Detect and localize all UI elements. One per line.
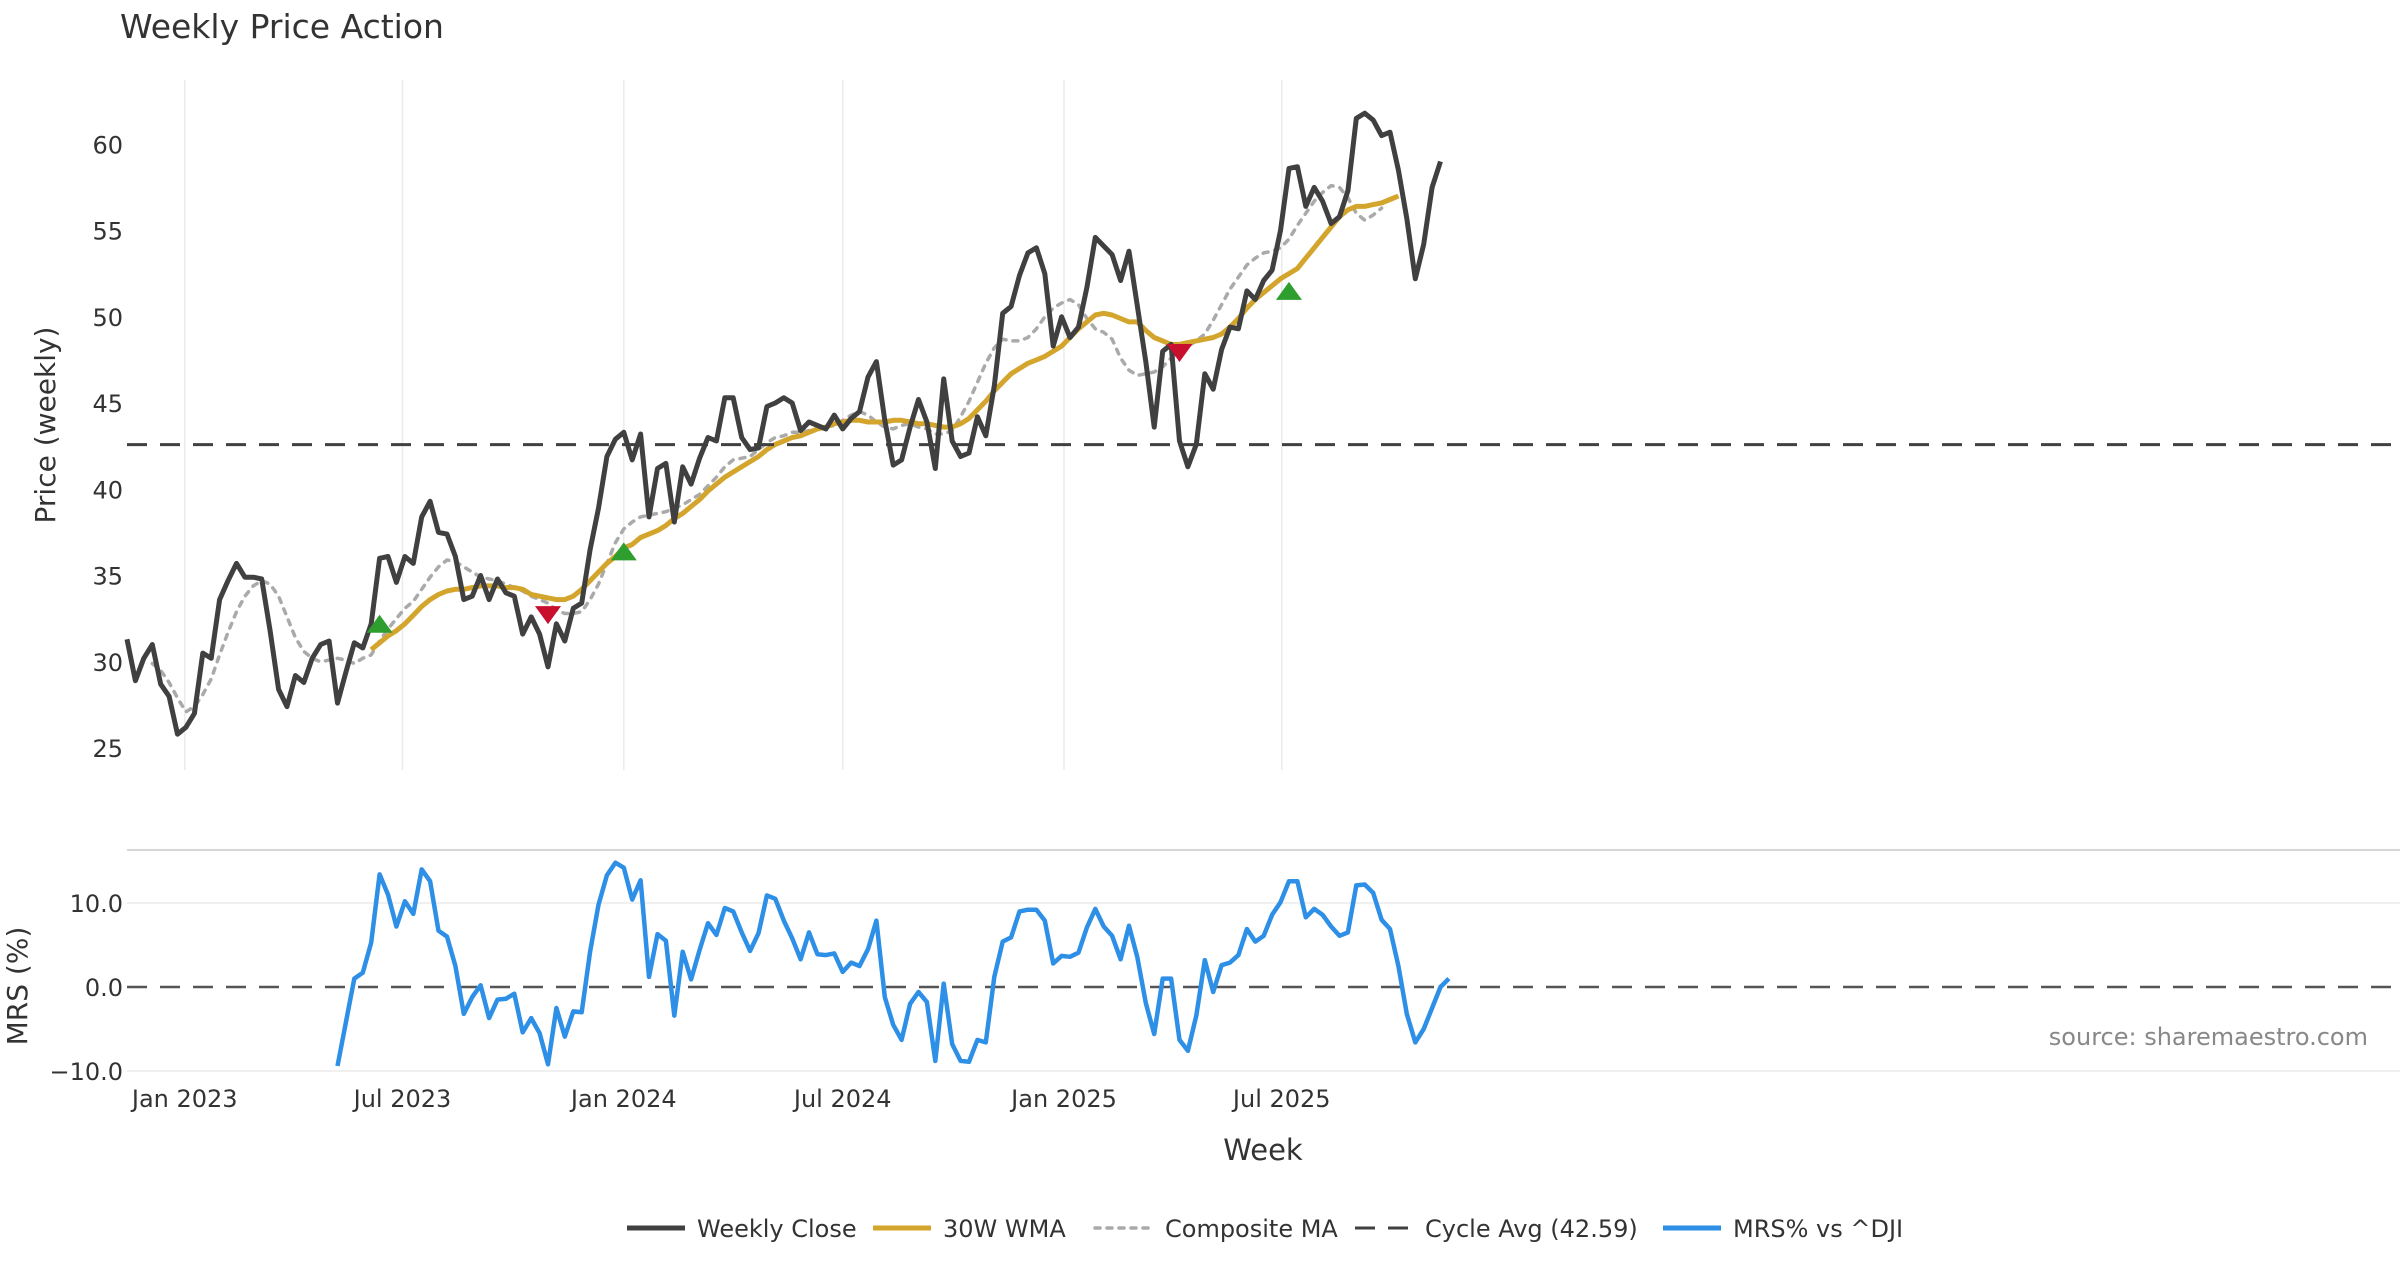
price-y-tick-label: 50	[92, 304, 123, 332]
mrs-y-axis-label: MRS (%)	[1, 927, 34, 1046]
legend-label: Cycle Avg (42.59)	[1425, 1215, 1638, 1243]
price-y-tick-label: 25	[92, 735, 123, 763]
price-series	[124, 110, 2400, 737]
legend-label: 30W WMA	[943, 1215, 1066, 1243]
x-tick-label: Jan 2025	[1009, 1085, 1117, 1113]
price-y-tick-label: 60	[92, 131, 123, 159]
legend-label: MRS% vs ^DJI	[1733, 1215, 1903, 1243]
price-grid	[183, 80, 1283, 770]
sell-signal-marker	[1166, 343, 1193, 362]
mrs-y-tick-label: −10.0	[49, 1058, 123, 1086]
mrs-series	[335, 860, 1451, 1067]
signal-markers	[366, 281, 1302, 633]
price-y-axis-label: Price (weekly)	[29, 327, 62, 524]
x-tick-label: Jul 2023	[352, 1085, 452, 1113]
weekly-close-line	[124, 110, 1443, 737]
mrs-line	[335, 860, 1451, 1067]
chart-title: Weekly Price Action	[120, 7, 444, 46]
buy-signal-marker	[366, 614, 393, 633]
sell-signal-marker	[535, 606, 561, 625]
price-y-tick-label: 55	[92, 218, 123, 246]
source-annotation: source: sharemaestro.com	[2049, 1023, 2368, 1051]
x-axis-label: Week	[1223, 1133, 1303, 1167]
price-panel: Weekly Price Action 25 30 35 40 45 50 55 60 Pri…	[29, 7, 2400, 770]
x-tick-label: Jan 2023	[130, 1085, 238, 1113]
buy-signal-marker	[1275, 281, 1302, 300]
mrs-y-tick-label: 0.0	[85, 974, 123, 1002]
price-y-tick-label: 35	[92, 563, 123, 591]
price-y-tick-label: 30	[92, 649, 123, 677]
mrs-grid	[127, 849, 2400, 1072]
price-y-tick-label: 45	[92, 390, 123, 418]
mrs-y-ticks: −10.0 0.0 10.0	[49, 890, 123, 1086]
x-tick-label: Jan 2024	[569, 1085, 677, 1113]
x-tick-labels: Jan 2023 Jul 2023 Jan 2024 Jul 2024 Jan 2025…	[130, 1085, 1331, 1113]
mrs-panel: −10.0 0.0 10.0 MRS (%) source: sharemaestr…	[1, 849, 2400, 1167]
price-y-ticks: 25 30 35 40 45 50 55 60	[92, 131, 123, 763]
legend: Weekly Close 30W WMA Composite MA Cycle Avg…	[627, 1215, 1903, 1243]
legend-label: Weekly Close	[697, 1215, 857, 1243]
legend-label: Composite MA	[1165, 1215, 1338, 1243]
buy-signal-marker	[610, 542, 637, 561]
mrs-y-tick-label: 10.0	[70, 890, 123, 918]
price-y-tick-label: 40	[92, 476, 123, 504]
x-tick-label: Jul 2024	[792, 1085, 892, 1113]
x-tick-label: Jul 2025	[1231, 1085, 1331, 1113]
